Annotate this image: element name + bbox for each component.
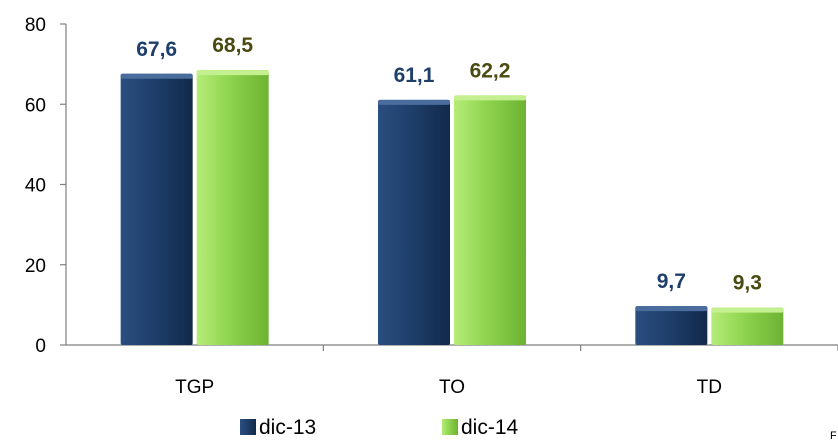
legend-swatch [240, 419, 256, 435]
y-tick-label: 60 [25, 95, 46, 116]
bar-body [635, 306, 708, 345]
bar-dic-13-TD [635, 306, 708, 345]
y-tick-label: 20 [25, 256, 46, 277]
bar-dic-14-TGP [196, 70, 269, 346]
bar-body [378, 99, 450, 346]
bar-body [196, 70, 269, 346]
data-label: 9,7 [657, 270, 686, 293]
bar-top [120, 73, 193, 79]
bar-top [454, 95, 526, 101]
category-label: TD [697, 377, 722, 398]
bar-top [196, 70, 269, 76]
bar-body [120, 73, 193, 345]
y-tick-labels: 0 20 40 60 80 [25, 15, 46, 357]
category-label: TGP [175, 377, 214, 398]
footer-glyph: F [830, 430, 837, 441]
bar-dic-13-TO [378, 99, 450, 346]
data-label: 68,5 [212, 34, 253, 57]
legend-label: dic-13 [259, 416, 316, 439]
data-label: 61,1 [394, 64, 435, 87]
legend-label: dic-14 [461, 416, 519, 439]
data-label: 62,2 [470, 59, 511, 82]
bar-dic-14-TO [454, 95, 526, 345]
bar-dic-13-TGP [120, 73, 193, 345]
y-tick-label: 40 [25, 176, 46, 197]
bar-top [378, 99, 450, 105]
legend-item-dic-13: dic-13 [240, 416, 316, 439]
bar-body [454, 95, 526, 345]
data-label: 9,3 [733, 272, 762, 295]
bar-dic-14-TD [711, 307, 784, 345]
legend-swatch [442, 419, 458, 435]
bar-top [635, 306, 708, 312]
category-labels: TGP TO TD [175, 377, 722, 398]
y-tick-label: 80 [25, 15, 46, 36]
category-label: TO [439, 377, 465, 398]
data-labels: 67,6 68,5 61,1 62,2 9,7 9,3 [136, 34, 762, 295]
data-label: 67,6 [136, 38, 177, 61]
bars [120, 70, 784, 346]
legend-item-dic-14: dic-14 [442, 416, 519, 439]
legend: dic-13 dic-14 [240, 416, 519, 439]
bar-top [711, 307, 784, 313]
axes [60, 23, 838, 351]
bar-body [711, 307, 784, 345]
y-tick-label: 0 [35, 336, 46, 357]
